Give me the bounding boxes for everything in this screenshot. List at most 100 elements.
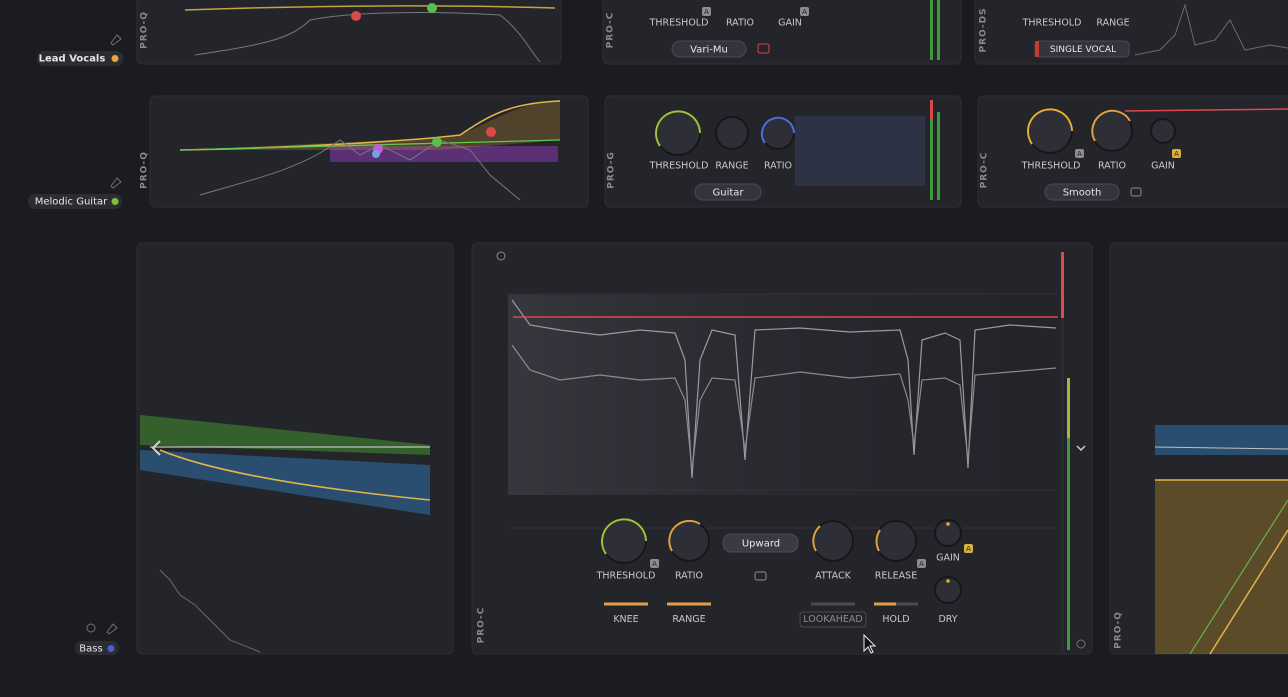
spectrum xyxy=(159,569,261,653)
button-label: Guitar xyxy=(712,188,744,199)
eq-band xyxy=(330,146,558,162)
record-icon[interactable] xyxy=(86,623,96,633)
eq-node[interactable] xyxy=(351,11,361,21)
spectrum xyxy=(194,12,541,63)
plugin-label: PRO-Q xyxy=(1114,611,1124,649)
knob-arc xyxy=(1091,109,1131,142)
ds-spectrum xyxy=(1134,3,1288,56)
pin-icon[interactable] xyxy=(110,34,122,46)
auto-badge[interactable] xyxy=(800,7,809,16)
gate-display xyxy=(795,116,925,186)
auto-label: A xyxy=(919,560,924,568)
meter xyxy=(1067,378,1070,650)
comp-panel xyxy=(977,95,1288,208)
knob-arc xyxy=(875,529,881,552)
eq-band xyxy=(180,100,560,150)
auto-label: A xyxy=(704,8,709,16)
eq-node[interactable] xyxy=(432,137,442,147)
knob-label: RATIO xyxy=(726,18,754,29)
plugin-label: PRO-C xyxy=(980,152,990,189)
track-color xyxy=(107,645,115,652)
button-indicator xyxy=(1035,41,1039,57)
input-waveform xyxy=(511,299,1057,479)
knob-label: GAIN xyxy=(936,553,960,564)
sidechain-icon[interactable] xyxy=(757,43,770,54)
track-color xyxy=(111,55,119,62)
lookahead-toggle[interactable] xyxy=(799,611,867,628)
auto-badge[interactable] xyxy=(917,559,926,568)
meter xyxy=(1061,318,1064,650)
knob-label: RANGE xyxy=(715,161,748,172)
knob-dot xyxy=(946,579,950,583)
knob-label: THRESHOLD xyxy=(1021,161,1081,172)
level-display xyxy=(508,295,1058,495)
auto-badge[interactable] xyxy=(650,559,659,568)
plugin-label: PRO-DS xyxy=(979,7,989,52)
knob[interactable] xyxy=(934,519,962,547)
knob[interactable] xyxy=(934,576,962,604)
expand-arrow[interactable] xyxy=(1076,445,1086,452)
mode-button[interactable]: Guitar xyxy=(694,183,762,201)
eq-node[interactable] xyxy=(427,3,437,13)
collapse-arrow[interactable] xyxy=(151,440,161,456)
power-button[interactable] xyxy=(496,251,506,261)
auto-badge[interactable] xyxy=(1172,149,1181,158)
button-bg xyxy=(671,40,747,58)
slider-label: HOLD xyxy=(882,614,909,625)
auto-badge[interactable] xyxy=(1075,149,1084,158)
track-tag[interactable]: Lead Vocals xyxy=(37,51,123,66)
eq-node[interactable] xyxy=(372,150,380,158)
auto-label: A xyxy=(1174,150,1179,158)
auto-label: A xyxy=(652,560,657,568)
knob-label: GAIN xyxy=(1151,161,1175,172)
plugin-label: PRO-G xyxy=(607,151,617,188)
eq-curve xyxy=(184,5,556,11)
eq-node[interactable] xyxy=(486,127,496,137)
track-name: Melodic Guitar xyxy=(35,197,108,208)
mode-button[interactable]: Vari-Mu xyxy=(671,40,747,58)
knob-label: THRESHOLD xyxy=(596,571,656,582)
mode-button[interactable]: Smooth xyxy=(1044,183,1120,201)
button-label: Upward xyxy=(742,539,780,550)
auto-label: A xyxy=(1077,150,1082,158)
pin-icon[interactable] xyxy=(106,623,118,635)
knob[interactable] xyxy=(875,520,917,562)
meter xyxy=(937,0,940,60)
plugin-label: PRO-C xyxy=(606,12,616,49)
knob[interactable] xyxy=(1150,118,1176,144)
tag-bg xyxy=(75,641,119,655)
sidechain-icon[interactable] xyxy=(754,571,767,581)
sidechain-icon[interactable] xyxy=(1130,187,1142,197)
button-bg xyxy=(722,533,799,553)
spectrum xyxy=(199,139,521,201)
resize-handle[interactable] xyxy=(1076,639,1086,649)
knob-arc xyxy=(655,110,701,147)
knob-label: RATIO xyxy=(675,571,703,582)
plugin-label: PRO-Q xyxy=(140,151,150,189)
auto-badge[interactable] xyxy=(702,7,711,16)
eq-panel xyxy=(136,0,562,65)
knob-label: RATIO xyxy=(764,161,792,172)
pin-icon[interactable] xyxy=(110,177,122,189)
plugin-label: PRO-Q xyxy=(140,11,150,49)
eq-band xyxy=(140,415,430,455)
track-tag[interactable]: Bass xyxy=(75,641,119,655)
threshold-line xyxy=(1124,108,1288,112)
eq-curve xyxy=(159,449,431,501)
mode-button[interactable]: SINGLE VOCAL xyxy=(1034,40,1130,58)
knob-dot xyxy=(946,522,950,526)
knob-label: RATIO xyxy=(1098,161,1126,172)
eq-curve xyxy=(1154,446,1288,450)
auto-label: A xyxy=(966,545,971,553)
knob-label: THRESHOLD xyxy=(1022,18,1082,29)
meter-peak xyxy=(930,100,933,120)
track-tag[interactable]: Melodic Guitar xyxy=(28,194,122,209)
knob[interactable] xyxy=(715,116,749,150)
comp-panel xyxy=(602,0,962,65)
mode-button[interactable]: Upward xyxy=(722,533,799,553)
button-label: Vari-Mu xyxy=(690,45,728,56)
knob-label: RANGE xyxy=(1096,18,1129,29)
slider-label: KNEE xyxy=(613,614,638,625)
eq-curve xyxy=(1189,499,1288,655)
auto-badge[interactable] xyxy=(964,544,973,553)
